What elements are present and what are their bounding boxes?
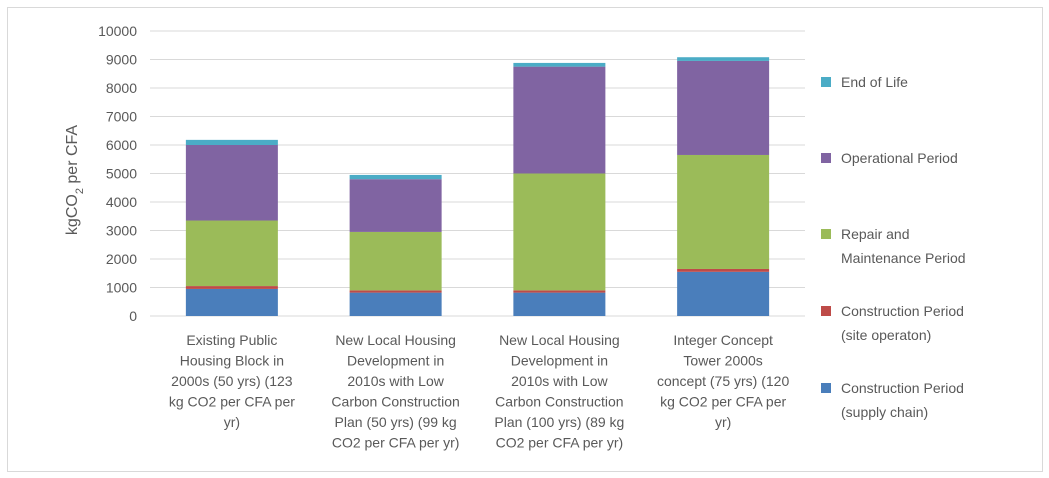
- y-tick-label: 5000: [106, 166, 137, 182]
- bar-segment: [185, 145, 278, 221]
- y-tick-label: 9000: [106, 52, 137, 68]
- x-category-label-line: New Local Housing: [499, 332, 620, 348]
- legend-label: Construction Period (supply chain): [841, 380, 964, 420]
- x-category-label-line: 2010s with Low: [511, 373, 608, 389]
- x-category-label-line: New Local Housing: [335, 332, 456, 348]
- bar-segment: [677, 271, 770, 316]
- x-category-label-line: yr): [715, 414, 731, 430]
- x-category-label-line: Tower 2000s: [683, 353, 762, 369]
- bars: [185, 57, 770, 316]
- x-category-label-line: kg CO2 per CFA per: [660, 394, 786, 410]
- y-tick-label: 6000: [106, 137, 137, 153]
- legend-label-line: (supply chain): [841, 404, 928, 420]
- bar-segment: [677, 268, 770, 272]
- x-category-label-line: CO2 per CFA per yr): [332, 435, 460, 451]
- legend-label: Construction Period (site operaton): [841, 303, 964, 343]
- x-category-label-line: Carbon Construction: [495, 394, 623, 410]
- x-category-label-line: Development in: [511, 353, 608, 369]
- legend-label-line: Maintenance Period: [841, 250, 966, 266]
- bar-segment: [677, 60, 770, 155]
- legend-label-line: Construction Period: [841, 303, 964, 319]
- y-tick-label: 8000: [106, 80, 137, 96]
- x-category-label-line: 2010s with Low: [347, 373, 444, 389]
- bar-segment: [513, 290, 606, 293]
- legend-label: Operational Period: [841, 150, 958, 166]
- bar-segment: [349, 231, 442, 291]
- y-tick-label: 7000: [106, 109, 137, 125]
- x-category-label-line: Development in: [347, 353, 444, 369]
- bar-segment: [513, 62, 606, 67]
- x-category-label: New Local Housing Development in 2010s wit…: [331, 332, 459, 451]
- y-tick-label: 10000: [98, 23, 137, 39]
- legend-swatch: [821, 383, 831, 393]
- legend-label: Repair and Maintenance Period: [841, 226, 966, 266]
- x-category-label-line: concept (75 yrs) (120: [657, 373, 789, 389]
- y-axis-label: kgCO2 per CFA: [64, 125, 86, 235]
- bar-segment: [677, 154, 770, 269]
- legend-swatch: [821, 77, 831, 87]
- y-tick-label: 3000: [106, 223, 137, 239]
- x-category-label-line: 2000s (50 yrs) (123: [171, 373, 293, 389]
- x-axis-categories: Existing Public Housing Block in 2000s (50…: [169, 332, 790, 451]
- legend-swatch: [821, 306, 831, 316]
- x-category-label-line: Carbon Construction: [331, 394, 459, 410]
- y-tick-label: 1000: [106, 280, 137, 296]
- x-category-label: New Local Housing Development in 2010s wit…: [494, 332, 624, 451]
- bar-segment: [185, 286, 278, 289]
- x-category-label-line: CO2 per CFA per yr): [496, 435, 624, 451]
- bar-segment: [349, 290, 442, 293]
- bar-segment: [349, 174, 442, 180]
- x-category-label-line: Plan (50 yrs) (99 kg: [335, 414, 457, 430]
- y-axis-label-subscript: 2: [74, 188, 86, 194]
- legend-label: End of Life: [841, 74, 908, 90]
- x-category-label-line: Existing Public: [186, 332, 277, 348]
- x-category-label-line: Plan (100 yrs) (89 kg: [494, 414, 624, 430]
- bar-segment: [513, 292, 606, 316]
- legend-label-line: Operational Period: [841, 150, 958, 166]
- y-axis-label-part: kgCO: [64, 194, 81, 235]
- legend-label-line: (site operaton): [841, 327, 931, 343]
- legend-swatch: [821, 153, 831, 163]
- y-axis-ticks: 0 1000 2000 3000 4000 5000 6000 7000 8000 9000 100…: [98, 23, 137, 324]
- x-category-label-line: Housing Block in: [180, 353, 284, 369]
- bar-segment: [349, 292, 442, 316]
- legend-label-line: End of Life: [841, 74, 908, 90]
- x-category-label-line: yr): [224, 414, 240, 430]
- y-tick-label: 2000: [106, 251, 137, 267]
- bar-segment: [677, 57, 770, 61]
- x-category-label: Existing Public Housing Block in 2000s (50…: [169, 332, 295, 430]
- legend-swatch: [821, 229, 831, 239]
- bar-segment: [349, 179, 442, 232]
- legend-label-line: Construction Period: [841, 380, 964, 396]
- bar-segment: [185, 220, 278, 287]
- bar-segment: [185, 139, 278, 145]
- bar-segment: [513, 173, 606, 291]
- x-category-label-line: Integer Concept: [673, 332, 773, 348]
- y-tick-label: 4000: [106, 194, 137, 210]
- legend: End of Life Operational Period Repair and M…: [821, 74, 966, 420]
- legend-label-line: Repair and: [841, 226, 910, 242]
- x-category-label-line: kg CO2 per CFA per: [169, 394, 295, 410]
- bar-segment: [185, 288, 278, 316]
- y-axis-label-part: per CFA: [64, 125, 81, 188]
- y-tick-label: 0: [129, 308, 137, 324]
- bar-segment: [513, 66, 606, 174]
- x-category-label: Integer Concept Tower 2000s concept (75 yr…: [657, 332, 789, 430]
